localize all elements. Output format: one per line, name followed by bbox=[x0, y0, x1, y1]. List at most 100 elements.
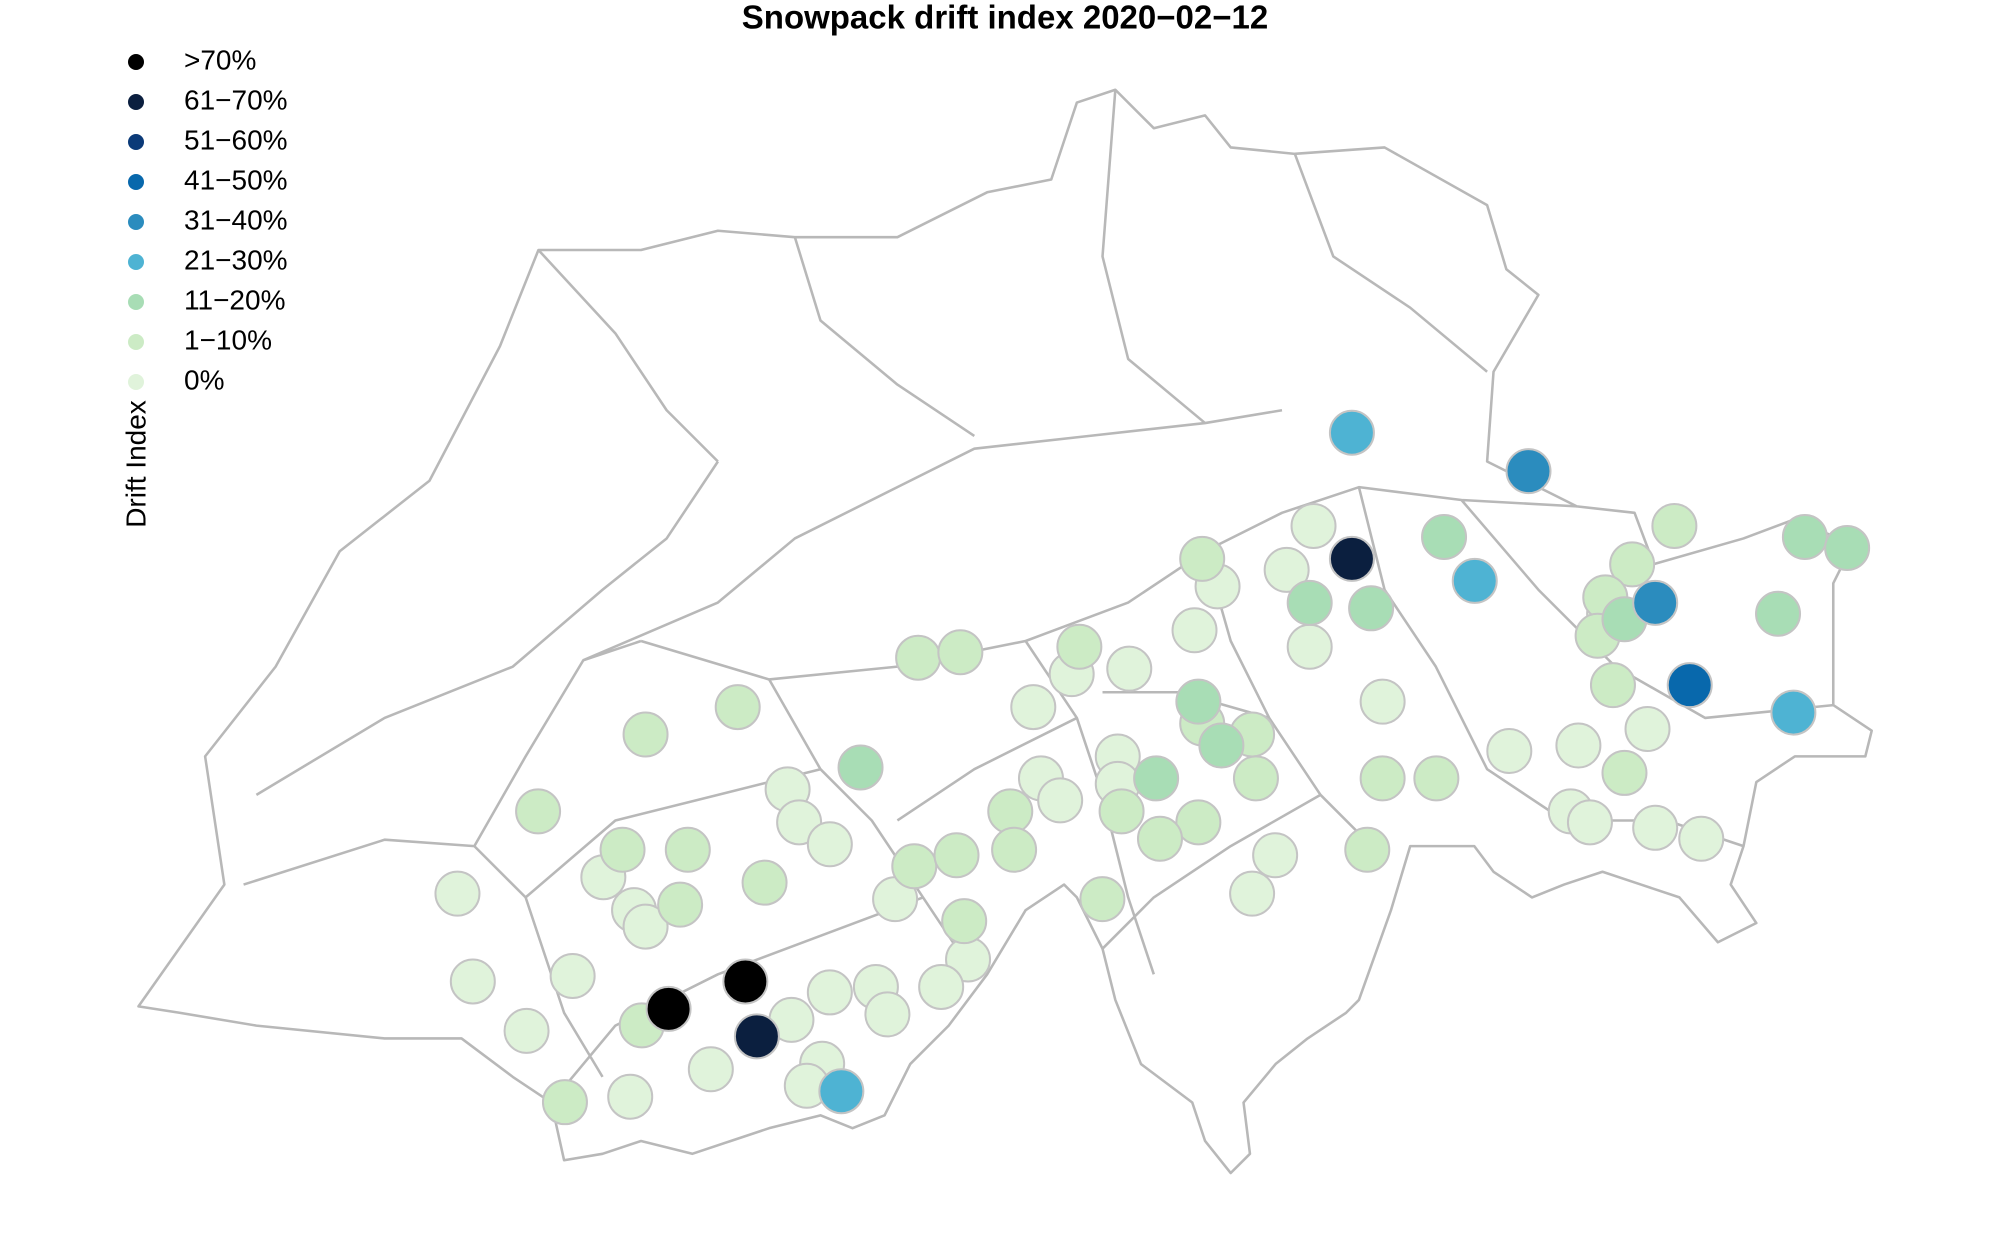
station-point bbox=[1348, 585, 1395, 632]
legend-label: 51−60% bbox=[184, 124, 288, 155]
station-point bbox=[434, 870, 481, 917]
station-point bbox=[837, 744, 884, 791]
legend-label: >70% bbox=[184, 44, 256, 75]
station-point bbox=[687, 1046, 734, 1093]
station-point bbox=[1079, 876, 1126, 923]
country-border bbox=[137, 88, 1874, 1175]
legend-marker bbox=[128, 294, 144, 310]
station-point bbox=[806, 821, 853, 868]
station-point bbox=[937, 629, 984, 676]
station-point bbox=[515, 788, 562, 835]
station-point bbox=[1010, 684, 1057, 731]
station-point bbox=[622, 711, 669, 758]
station-point bbox=[1413, 755, 1460, 802]
station-point bbox=[549, 952, 596, 999]
legend-marker bbox=[128, 254, 144, 270]
station-point bbox=[918, 963, 965, 1010]
station-point bbox=[1037, 777, 1084, 824]
station-point bbox=[733, 1013, 780, 1060]
station-point bbox=[818, 1068, 865, 1115]
station-point bbox=[1555, 722, 1602, 769]
station-point bbox=[1678, 815, 1725, 862]
station-point bbox=[1328, 535, 1375, 582]
station-point bbox=[895, 634, 942, 681]
station-point bbox=[1781, 513, 1828, 560]
station-point bbox=[933, 832, 980, 879]
station-point bbox=[1421, 513, 1468, 560]
station-point bbox=[1106, 645, 1153, 692]
station-point bbox=[722, 958, 769, 1005]
station-point bbox=[541, 1079, 588, 1126]
station-point bbox=[1359, 755, 1406, 802]
station-point bbox=[1770, 689, 1817, 736]
station-point bbox=[714, 684, 761, 731]
station-point bbox=[864, 991, 911, 1038]
station-point bbox=[664, 826, 711, 873]
station-point bbox=[1505, 448, 1552, 495]
station-point bbox=[599, 826, 646, 873]
legend-title: Drift Index bbox=[120, 400, 151, 528]
station-point bbox=[657, 881, 704, 928]
legend-marker bbox=[128, 214, 144, 230]
station-point bbox=[1286, 579, 1333, 626]
station-point bbox=[1252, 832, 1299, 879]
station-point bbox=[1232, 755, 1279, 802]
station-point bbox=[1175, 799, 1222, 846]
station-point bbox=[891, 843, 938, 890]
station-point bbox=[1179, 535, 1226, 582]
legend-label: 1−10% bbox=[184, 324, 272, 355]
station-point bbox=[1666, 662, 1713, 709]
station-point bbox=[741, 859, 788, 906]
legend-label: 61−70% bbox=[184, 84, 288, 115]
station-point bbox=[991, 826, 1038, 873]
chart-title: Snowpack drift index 2020−02−12 bbox=[742, 0, 1268, 36]
legend-marker bbox=[128, 174, 144, 190]
station-point bbox=[1601, 749, 1648, 796]
station-point bbox=[1359, 678, 1406, 725]
legend-marker bbox=[128, 334, 144, 350]
station-point bbox=[1486, 727, 1533, 774]
station-point bbox=[1651, 502, 1698, 549]
station-point bbox=[941, 898, 988, 945]
legend-marker bbox=[128, 134, 144, 150]
station-point bbox=[806, 969, 853, 1016]
legend-label: 0% bbox=[184, 364, 224, 395]
station-point bbox=[1198, 722, 1245, 769]
station-point bbox=[1263, 546, 1310, 593]
station-point bbox=[1632, 804, 1679, 851]
station-point bbox=[1133, 755, 1180, 802]
legend-label: 31−40% bbox=[184, 204, 288, 235]
station-point bbox=[1566, 799, 1613, 846]
legend-marker bbox=[128, 374, 144, 390]
legend-marker bbox=[128, 94, 144, 110]
legend-label: 21−30% bbox=[184, 244, 288, 275]
station-point bbox=[1824, 524, 1871, 571]
station-point bbox=[1344, 826, 1391, 873]
station-point bbox=[1056, 623, 1103, 670]
station-point bbox=[622, 903, 669, 950]
station-point bbox=[1328, 409, 1375, 456]
station-point bbox=[1098, 788, 1145, 835]
legend-marker bbox=[128, 54, 144, 70]
station-point bbox=[1451, 557, 1498, 604]
station-point bbox=[645, 985, 692, 1032]
legend-label: 11−20% bbox=[184, 284, 285, 315]
station-point bbox=[1171, 607, 1218, 654]
station-point bbox=[1229, 870, 1276, 917]
station-point bbox=[1136, 815, 1183, 862]
station-point bbox=[1589, 662, 1636, 709]
station-point bbox=[503, 1007, 550, 1054]
station-point bbox=[1755, 590, 1802, 637]
legend-label: 41−50% bbox=[184, 164, 288, 195]
station-point bbox=[1632, 579, 1679, 626]
station-point bbox=[1290, 502, 1337, 549]
station-point bbox=[1609, 541, 1656, 588]
station-point bbox=[987, 788, 1034, 835]
station-point bbox=[1175, 678, 1222, 725]
station-point bbox=[1286, 623, 1333, 670]
station-point bbox=[1624, 706, 1671, 753]
station-point bbox=[449, 958, 496, 1005]
station-point bbox=[607, 1073, 654, 1120]
